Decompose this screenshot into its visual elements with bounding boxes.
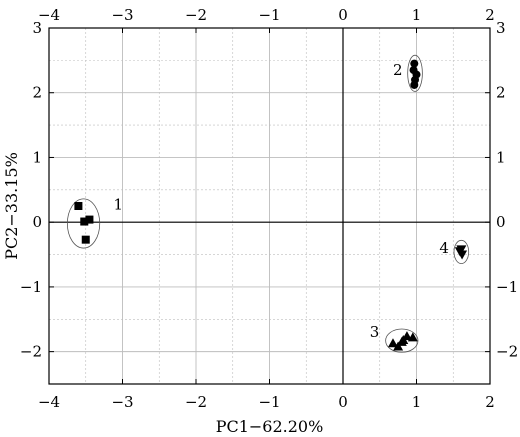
x-tick-label-top: −1	[258, 6, 280, 24]
cluster-ellipse	[66, 198, 101, 249]
x-tick-label-top: −3	[111, 6, 133, 24]
cluster-2: 2	[393, 54, 423, 92]
cluster-ellipse	[407, 54, 423, 92]
cluster-label: 2	[393, 61, 403, 79]
y-tick-label-left: 3	[32, 19, 42, 37]
cluster-label: 1	[114, 195, 124, 213]
x-tick-label-top: 2	[485, 6, 495, 24]
data-point-square	[85, 215, 94, 224]
x-tick-label-bottom: 0	[338, 393, 348, 411]
cluster-ellipse	[385, 328, 419, 353]
y-tick-label-left: −1	[20, 278, 42, 296]
y-tick-label-left: 2	[32, 84, 42, 102]
x-tick-label-bottom: −3	[111, 393, 133, 411]
x-tick-label-bottom: −1	[258, 393, 280, 411]
cluster-label: 4	[439, 239, 449, 257]
zero-lines	[49, 28, 490, 384]
cluster-label: 3	[370, 323, 380, 341]
data-point-triangle	[407, 332, 418, 342]
data-point-triangle	[387, 338, 398, 348]
y-tick-label-left: 1	[32, 148, 42, 166]
cluster-3: 3	[370, 323, 419, 353]
data-point-triangle-down	[456, 245, 467, 255]
x-tick-label-top: −2	[185, 6, 207, 24]
data-point-triangle	[393, 341, 404, 351]
x-tick-label-top: 1	[412, 6, 422, 24]
series-layer: 1 2 3 4	[66, 54, 470, 353]
data-point-circle	[410, 59, 419, 68]
x-axis-label: PC1−62.20%	[216, 417, 324, 436]
y-tick-label-right: 1	[496, 148, 506, 166]
y-tick-label-right: 3	[496, 19, 506, 37]
data-point-square	[81, 235, 90, 244]
x-tick-label-bottom: −2	[185, 393, 207, 411]
y-tick-label-right: −1	[496, 278, 518, 296]
x-tick-label-top: 0	[338, 6, 348, 24]
x-tick-label-bottom: 1	[412, 393, 422, 411]
data-point-circle	[410, 80, 419, 89]
y-axis-label: PC2−33.15%	[2, 152, 21, 260]
x-tick-label-bottom: 2	[485, 393, 495, 411]
x-tick-label-top: −4	[38, 6, 60, 24]
cluster-ellipse	[453, 239, 470, 265]
y-tick-label-left: −2	[20, 343, 42, 361]
y-tick-label-right: 2	[496, 84, 506, 102]
y-tick-label-left: 0	[32, 213, 42, 231]
x-tick-label-bottom: −4	[38, 393, 60, 411]
y-tick-label-right: 0	[496, 213, 506, 231]
y-tick-label-right: −2	[496, 343, 518, 361]
data-point-square	[80, 217, 89, 226]
data-point-square	[74, 202, 83, 210]
cluster-4: 4	[439, 239, 470, 265]
data-point-triangle-down	[457, 250, 468, 260]
cluster-1: 1	[66, 195, 124, 249]
data-point-triangle	[398, 334, 409, 344]
